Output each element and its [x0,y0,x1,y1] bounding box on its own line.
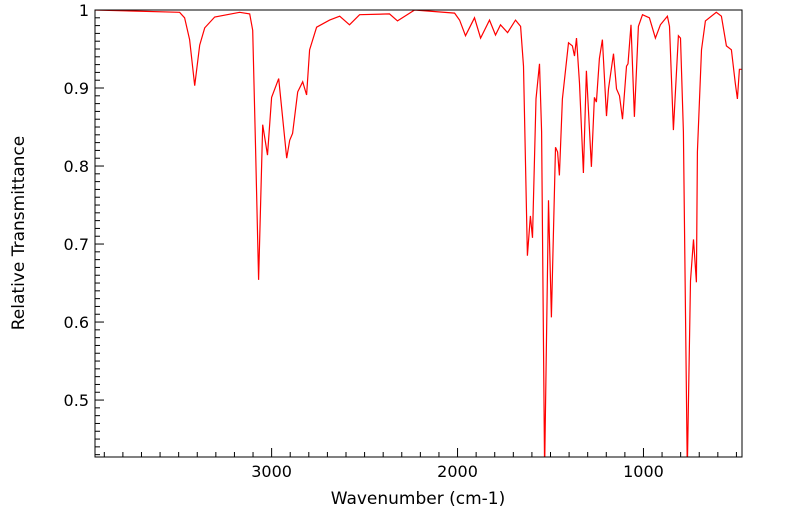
y-axis-label: Relative Transmittance [9,136,29,331]
axis-tick-labels: 3000 2000 1000 0.5 0.6 0.7 0.8 0.9 1 [64,1,664,481]
y-tick-label: 0.5 [64,391,89,410]
x-tick-label: 1000 [623,462,664,481]
spectrum-line [95,10,742,457]
axis-ticks [95,9,737,457]
x-tick-label: 2000 [437,462,478,481]
y-tick-label: 0.9 [64,79,89,98]
y-tick-label: 1 [79,1,89,20]
x-axis-label: Wavenumber (cm-1) [331,489,506,509]
plot-frame [94,9,743,458]
y-tick-label: 0.7 [64,235,89,254]
y-tick-label: 0.6 [64,313,89,332]
x-tick-label: 3000 [251,462,292,481]
y-tick-label: 0.8 [64,157,89,176]
